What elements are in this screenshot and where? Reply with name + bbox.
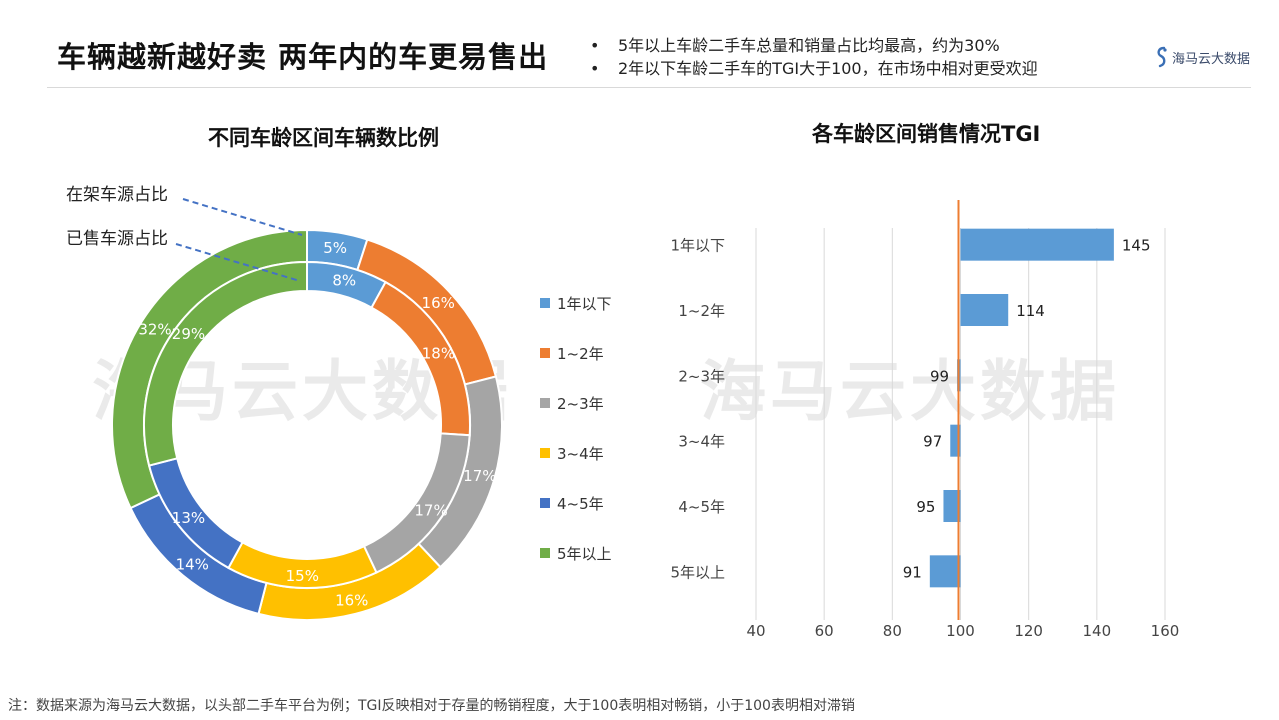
value-label-0: 145 — [1122, 237, 1151, 255]
page-title: 车辆越新越好卖 两年内的车更易售出 — [57, 40, 549, 74]
inner-ring-label-1: 18% — [422, 345, 455, 363]
legend-swatch-5 — [540, 548, 550, 558]
inner-ring-leader-line — [175, 243, 301, 282]
tgi-bar-1 — [960, 294, 1009, 326]
category-label-0: 1年以下 — [670, 237, 725, 255]
value-label-4: 95 — [916, 498, 935, 516]
value-label-1: 114 — [1016, 302, 1045, 320]
legend-label-3: 3~4年 — [557, 445, 604, 463]
logo-icon — [1157, 46, 1167, 68]
x-tick-label-1: 60 — [815, 622, 834, 640]
legend-swatch-1 — [540, 348, 550, 358]
x-tick-label-6: 160 — [1151, 622, 1180, 640]
legend-swatch-4 — [540, 498, 550, 508]
header-divider — [47, 87, 1251, 88]
outer-ring-series-label: 在架车源占比 — [66, 185, 168, 205]
outer-ring-label-3: 16% — [335, 591, 368, 609]
legend-label-5: 5年以上 — [557, 545, 612, 563]
bar-chart-title: 各车龄区间销售情况TGI — [812, 122, 1041, 146]
outer-ring-label-2: 17% — [463, 467, 496, 485]
outer-ring-label-5: 32% — [138, 321, 171, 339]
value-label-2: 99 — [930, 367, 949, 385]
x-tick-label-3: 100 — [946, 622, 975, 640]
inner-ring-slice-5 — [143, 260, 308, 467]
outer-ring-label-1: 16% — [422, 294, 455, 312]
inner-ring-label-5: 29% — [172, 325, 205, 343]
category-label-3: 3~4年 — [678, 433, 725, 451]
watermark-right: 海马云大数据 — [700, 353, 1120, 430]
category-label-4: 4~5年 — [678, 498, 725, 516]
category-label-1: 1~2年 — [678, 302, 725, 320]
tgi-bar-4 — [943, 490, 961, 522]
category-label-5: 5年以上 — [670, 563, 725, 581]
value-label-3: 97 — [923, 433, 942, 451]
inner-ring-label-3: 15% — [286, 567, 319, 585]
inner-ring-label-2: 17% — [414, 501, 447, 519]
finding-2: 2年以下车龄二手车的TGI大于100，在市场中相对更受欢迎 — [590, 57, 1038, 80]
legend-label-2: 2~3年 — [557, 395, 604, 413]
x-tick-label-4: 120 — [1014, 622, 1043, 640]
footnote: 注：数据来源为海马云大数据，以头部二手车平台为例；TGI反映相对于存量的畅销程度… — [8, 698, 855, 714]
logo-text: 海马云大数据 — [1172, 51, 1251, 67]
outer-ring-leader-line — [182, 198, 303, 236]
legend-label-1: 1~2年 — [557, 345, 604, 363]
x-tick-label-5: 140 — [1083, 622, 1112, 640]
key-findings: 5年以上车龄二手车总量和销量占比均最高，约为30% 2年以下车龄二手车的TGI大… — [590, 34, 1038, 80]
category-label-2: 2~3年 — [678, 367, 725, 385]
donut-chart-title: 不同车龄区间车辆数比例 — [208, 126, 439, 150]
outer-ring-label-0: 5% — [323, 239, 347, 257]
x-tick-label-2: 80 — [883, 622, 902, 640]
tgi-bar-5 — [929, 555, 961, 588]
inner-ring-series-label: 已售车源占比 — [66, 229, 168, 249]
tgi-bar-3 — [950, 424, 961, 457]
legend-swatch-3 — [540, 448, 550, 458]
legend-label-4: 4~5年 — [557, 495, 604, 513]
outer-ring-label-4: 14% — [176, 556, 209, 574]
inner-ring-label-0: 8% — [332, 272, 356, 290]
brand-logo: 海马云大数据 — [1155, 46, 1250, 68]
value-label-5: 91 — [903, 563, 922, 581]
x-tick-label-0: 40 — [746, 622, 765, 640]
tgi-bar-0 — [960, 228, 1114, 261]
legend-swatch-2 — [540, 398, 550, 408]
inner-ring-label-4: 13% — [172, 509, 205, 527]
finding-1: 5年以上车龄二手车总量和销量占比均最高，约为30% — [590, 34, 1038, 57]
legend-swatch-0 — [540, 298, 550, 308]
donut-chart: 5% 16% 17% 16% 14% 32% 8% 18% 17% 15% 13% 29% 在架车源占… — [66, 185, 612, 621]
legend-label-0: 1年以下 — [557, 295, 612, 313]
